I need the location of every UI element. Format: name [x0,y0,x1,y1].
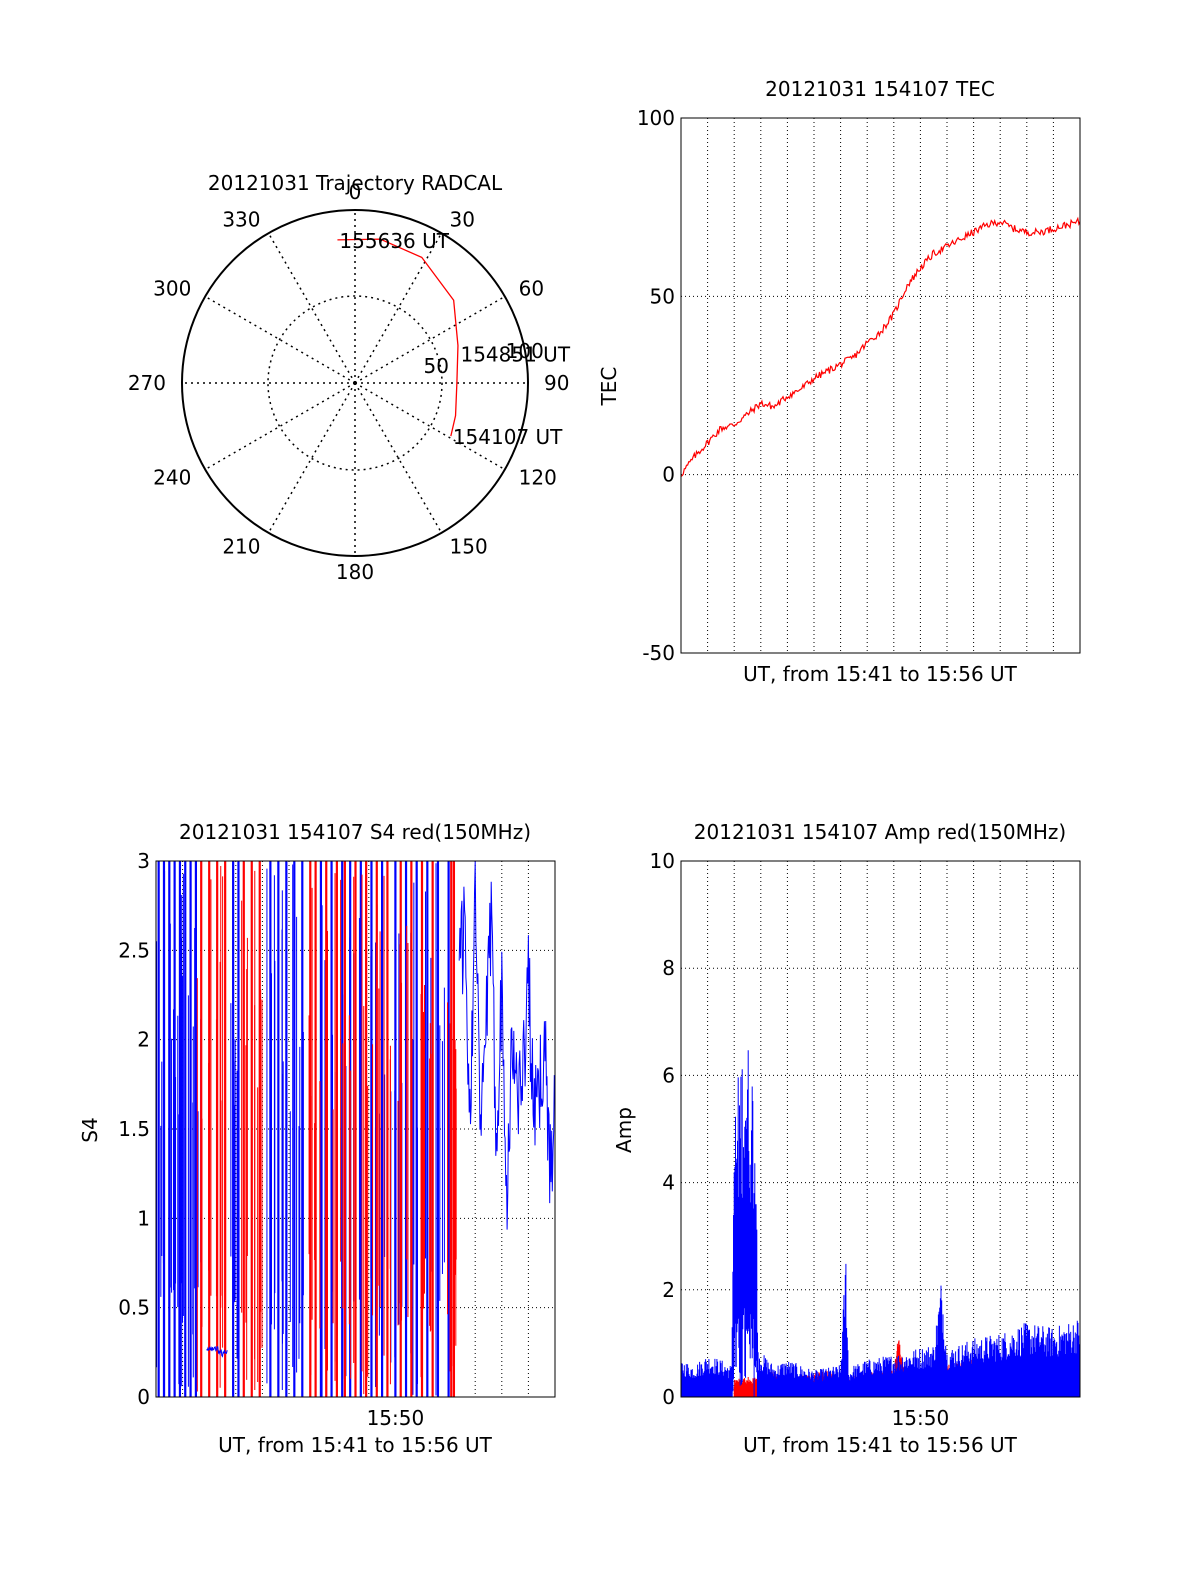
tec-y-tick-label: 0 [662,463,675,487]
polar-title: 20121031 Trajectory RADCAL [208,171,503,195]
polar-azimuth-label: 180 [336,560,374,584]
polar-trajectory-panel: 20121031 Trajectory RADCAL 0 30 60 90 120 150… [128,171,571,584]
polar-azimuth-label: 150 [450,535,488,559]
polar-spoke [267,382,356,534]
polar-radial-labels: 50 100 [423,339,543,378]
amp-panel: 20121031 154107 Amp red(150MHz) 0246810 … [612,820,1081,1457]
s4-y-tick-label: 2.5 [118,938,150,962]
trajectory-line [337,238,459,437]
amp-y-tick-label: 8 [662,956,675,980]
polar-inner-circle [267,295,443,471]
polar-spoke [354,232,443,384]
amp-x-tick-label: 15:50 [892,1406,950,1430]
amp-plot-frame [680,860,1081,1398]
s4-xlabel: UT, from 15:41 to 15:56 UT [218,1433,493,1457]
polar-azimuth-labels: 0 30 60 90 120 150 180 210 240 270 300 330 [128,180,570,584]
amp-series [680,1050,1081,1397]
amp-series-trace [680,1050,1081,1397]
amp-xlabel: UT, from 15:41 to 15:56 UT [743,1433,1018,1457]
amp-y-tick-label: 2 [662,1278,675,1302]
tec-grid [681,117,1080,654]
polar-spoke [354,382,443,534]
s4-y-tick-labels: 0 0.5 1 1.5 2 2.5 3 [118,849,150,1409]
amp-y-tick-label: 4 [662,1171,675,1195]
tec-y-tick-label: 50 [650,284,675,308]
polar-azimuth-label: 60 [519,277,544,301]
s4-title: 20121031 154107 S4 red(150MHz) [179,820,531,844]
s4-y-tick-label: 1 [137,1206,150,1230]
trajectory-time-label: 155636 UT [339,229,449,253]
amp-x-tick-labels: 15:50 [892,1406,950,1430]
trajectory-time-label: 154851 UT [460,342,570,366]
tec-plot-frame [680,117,1081,654]
tec-ylabel: TEC [597,367,621,407]
amp-y-tick-label: 6 [662,1063,675,1087]
polar-azimuth-label: 120 [519,466,557,490]
s4-y-tick-label: 1.5 [118,1117,150,1141]
tec-series [680,216,1081,477]
polar-radial-label: 50 [423,354,448,378]
polar-spoke [354,382,506,471]
s4-y-tick-label: 3 [137,849,150,873]
polar-spokes [182,210,528,556]
polar-spoke [204,382,356,471]
tec-y-tick-label: 100 [637,106,675,130]
polar-azimuth-label: 30 [450,207,475,231]
amp-ylabel: Amp [612,1107,636,1153]
s4-series-line [458,860,555,1230]
polar-outer-circle [181,209,529,557]
polar-spoke [354,295,506,384]
s4-y-tick-label: 0 [137,1385,150,1409]
s4-x-tick-labels: 15:50 [367,1406,425,1430]
polar-azimuth-label: 240 [153,466,191,490]
s4-ylabel: S4 [78,1117,102,1142]
polar-azimuth-label: 0 [349,180,362,204]
polar-azimuth-label: 90 [544,371,569,395]
amp-title: 20121031 154107 Amp red(150MHz) [694,820,1066,844]
polar-azimuth-label: 210 [222,535,260,559]
polar-azimuth-label: 300 [153,277,191,301]
amp-y-tick-labels: 0 2 4 6 8 10 [650,849,675,1409]
tec-title: 20121031 154107 TEC [765,77,995,101]
amp-y-tick-label: 0 [662,1385,675,1409]
polar-radial-label: 100 [506,339,544,363]
tec-y-tick-label: -50 [642,641,675,665]
s4-x-tick-label: 15:50 [367,1406,425,1430]
s4-panel: 20121031 154107 S4 red(150MHz) 0 0.5 1 1.5 2… [78,820,556,1457]
s4-plot-frame [155,860,556,1398]
tec-panel: 20121031 154107 TEC -50 0 50 100 TEC UT, fr… [597,77,1081,686]
s4-series-line [206,1346,228,1358]
s4-y-tick-label: 2 [137,1028,150,1052]
amp-grid [681,860,1080,1398]
tec-y-tick-labels: -50 0 50 100 [637,106,675,665]
tec-series-line [680,216,1081,477]
polar-azimuth-label: 270 [128,371,166,395]
amp-y-tick-label: 10 [650,849,675,873]
s4-series [156,860,555,1397]
polar-spoke [204,295,356,384]
polar-azimuth-label: 330 [222,207,260,231]
trajectory-labels: 155636 UT 154851 UT 154107 UT [339,229,570,449]
s4-y-tick-label: 0.5 [118,1296,150,1320]
trajectory-time-label: 154107 UT [453,425,563,449]
tec-xlabel: UT, from 15:41 to 15:56 UT [743,662,1018,686]
polar-spoke [267,232,356,384]
